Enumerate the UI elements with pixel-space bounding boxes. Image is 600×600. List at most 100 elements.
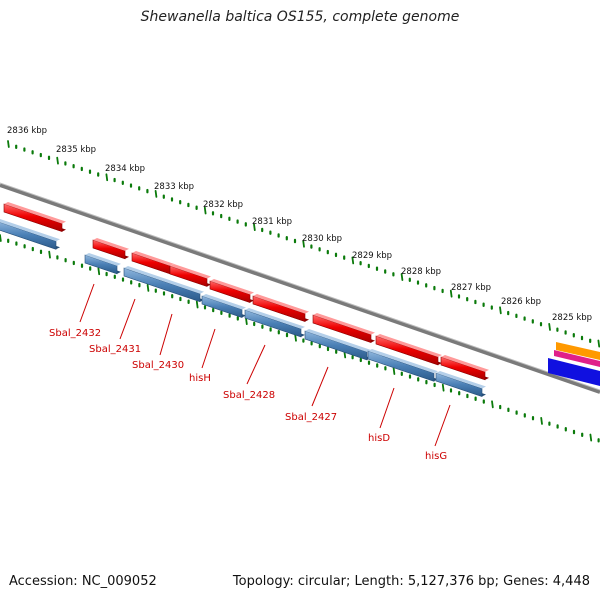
forward-gene	[3, 202, 66, 233]
gene-label: Sbal_2432	[49, 328, 101, 339]
inner-tick-major	[392, 367, 396, 375]
inner-tick-major	[589, 433, 593, 442]
gene-top	[368, 349, 438, 374]
scale-label: 2825 kbp	[552, 313, 592, 323]
gene-top	[4, 202, 66, 224]
track-pink	[554, 350, 600, 367]
gene-body	[375, 335, 439, 366]
gene-label: Sbal_2430	[132, 360, 184, 371]
gene-top	[85, 253, 121, 266]
gene-body	[312, 314, 372, 344]
outer-tick-major	[154, 189, 158, 198]
gene-top	[124, 266, 204, 294]
outer-tick-major	[302, 239, 305, 248]
inner-tick-major	[491, 400, 494, 409]
outer-tick-major	[400, 273, 404, 281]
scale-label: 2835 kbp	[56, 145, 96, 155]
gene-top	[170, 264, 211, 279]
gene-body	[304, 330, 368, 361]
accession-text: Accession: NC_009052	[9, 574, 157, 589]
outer-tick-major	[105, 173, 109, 182]
gene-top	[305, 329, 371, 352]
outer-tick-major	[499, 306, 502, 315]
scale-label: 2832 kbp	[203, 200, 243, 210]
gene-top	[313, 313, 375, 335]
scale-label: 2833 kbp	[154, 182, 194, 192]
gene-labels: Sbal_2432 Sbal_2431 Sbal_2430 hisH Sbal_2428…	[49, 328, 447, 462]
inner-tick-major	[0, 234, 2, 242]
scale-label: 2830 kbp	[302, 234, 342, 244]
backbone-highlight	[0, 182, 600, 391]
gene-label-leader	[379, 387, 395, 429]
track-blue	[548, 358, 600, 386]
gene-top	[376, 334, 442, 357]
forward-gene	[209, 279, 254, 303]
forward-gene	[312, 313, 375, 344]
map-title: Shewanella baltica OS155, complete genom…	[140, 9, 460, 25]
scale-label: 2826 kbp	[501, 297, 541, 307]
gene-body	[209, 280, 251, 303]
gene-label-leader	[159, 313, 173, 356]
outer-tick-major	[449, 289, 453, 298]
reverse-gene	[435, 371, 486, 397]
scale-label: 2836 kbp	[7, 126, 47, 136]
reverse-gene	[304, 329, 371, 361]
gene-top	[253, 294, 309, 314]
right-edge-tracks	[548, 342, 600, 386]
scale-label: 2829 kbp	[352, 251, 392, 261]
scale-label: 2828 kbp	[401, 267, 441, 277]
gene-label-leader	[311, 366, 329, 407]
gene-features	[0, 202, 489, 397]
inner-tick-major	[48, 250, 51, 259]
inner-tick-major	[294, 333, 297, 342]
gene-label-leaders	[79, 283, 451, 447]
gene-label-leader	[119, 298, 136, 340]
inner-tick-major	[540, 417, 543, 425]
scale-label: 2831 kbp	[252, 217, 292, 227]
gene-label-leader	[201, 328, 216, 369]
reverse-gene	[123, 266, 204, 303]
outer-tick-major	[548, 323, 551, 331]
reverse-gene	[84, 253, 121, 275]
outer-tick-major	[253, 223, 256, 232]
gene-label-leader	[434, 404, 451, 447]
kbp-scale-ticks	[0, 140, 600, 443]
gene-label: hisH	[189, 373, 211, 384]
forward-gene	[252, 294, 309, 322]
gene-body	[0, 222, 57, 250]
gene-label-leader	[79, 283, 95, 323]
forward-gene	[169, 264, 211, 287]
forward-gene	[92, 238, 129, 260]
backbone-line	[0, 183, 600, 394]
gene-top	[132, 251, 174, 266]
inner-tick-major	[97, 267, 101, 276]
gene-top	[441, 355, 489, 372]
inner-tick-major	[146, 283, 150, 292]
gene-label: Sbal_2427	[285, 412, 337, 423]
inner-tick-major	[245, 317, 248, 326]
reverse-gene	[0, 219, 60, 250]
reverse-gene	[201, 294, 246, 318]
outer-tick-major	[56, 156, 59, 165]
outer-tick-major	[7, 140, 10, 148]
gene-top	[210, 279, 254, 295]
outer-tick-major	[351, 256, 355, 265]
gene-label-leader	[246, 344, 266, 385]
forward-gene	[440, 355, 489, 381]
gene-top	[93, 238, 129, 251]
outer-tick-major	[203, 206, 207, 215]
gene-body	[201, 295, 243, 318]
gene-body	[123, 267, 201, 303]
forward-gene	[375, 334, 442, 366]
inner-tick-major	[441, 383, 445, 392]
scale-label: 2834 kbp	[105, 164, 145, 174]
kbp-scale-labels: 2836 kbp 2835 kbp 2834 kbp 2833 kbp 2832 kbp…	[7, 126, 592, 323]
gene-label: Sbal_2431	[89, 344, 141, 355]
outer-tick-major	[597, 339, 600, 348]
gene-body	[252, 295, 306, 322]
reverse-gene	[244, 308, 305, 338]
gene-label: hisG	[425, 451, 447, 462]
gene-top	[436, 371, 486, 389]
track-orange	[556, 342, 600, 360]
